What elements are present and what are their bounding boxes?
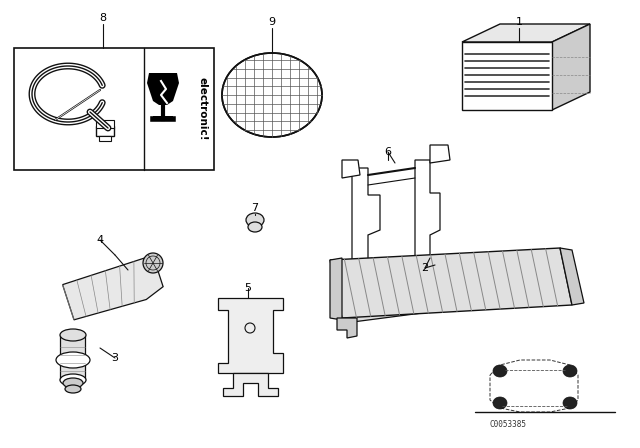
Text: C0053385: C0053385 bbox=[490, 419, 527, 428]
Ellipse shape bbox=[563, 397, 577, 409]
Polygon shape bbox=[552, 24, 590, 110]
Text: 9: 9 bbox=[268, 17, 276, 27]
Polygon shape bbox=[330, 248, 572, 318]
Ellipse shape bbox=[60, 329, 86, 341]
Text: 7: 7 bbox=[252, 203, 259, 213]
Polygon shape bbox=[60, 335, 85, 380]
Polygon shape bbox=[342, 160, 360, 178]
Polygon shape bbox=[462, 24, 590, 42]
Ellipse shape bbox=[493, 365, 507, 377]
Bar bbox=[14, 48, 214, 170]
Ellipse shape bbox=[56, 352, 90, 368]
Polygon shape bbox=[337, 318, 357, 338]
Ellipse shape bbox=[143, 253, 163, 273]
Bar bbox=[96, 120, 114, 128]
Text: 3: 3 bbox=[111, 353, 118, 363]
Bar bbox=[99, 136, 111, 141]
Text: 8: 8 bbox=[99, 13, 107, 23]
Polygon shape bbox=[430, 145, 450, 163]
Ellipse shape bbox=[563, 365, 577, 377]
Ellipse shape bbox=[248, 222, 262, 232]
Polygon shape bbox=[63, 257, 163, 320]
Text: 5: 5 bbox=[244, 283, 252, 293]
Text: 4: 4 bbox=[97, 235, 104, 245]
Bar bbox=[462, 42, 552, 110]
Polygon shape bbox=[345, 282, 445, 323]
Ellipse shape bbox=[246, 213, 264, 227]
Polygon shape bbox=[560, 248, 584, 305]
Polygon shape bbox=[330, 258, 342, 320]
Polygon shape bbox=[218, 298, 283, 373]
Bar bbox=[96, 126, 114, 136]
Ellipse shape bbox=[63, 378, 83, 388]
Polygon shape bbox=[147, 73, 179, 105]
Ellipse shape bbox=[65, 385, 81, 393]
Polygon shape bbox=[415, 160, 440, 285]
Text: electronic!: electronic! bbox=[197, 77, 207, 141]
Bar bbox=[153, 116, 173, 121]
Polygon shape bbox=[352, 168, 380, 300]
Text: 1: 1 bbox=[515, 17, 522, 27]
Text: 6: 6 bbox=[385, 147, 392, 157]
Ellipse shape bbox=[493, 397, 507, 409]
Polygon shape bbox=[223, 373, 278, 396]
Text: 2: 2 bbox=[421, 263, 429, 273]
Ellipse shape bbox=[60, 374, 86, 386]
